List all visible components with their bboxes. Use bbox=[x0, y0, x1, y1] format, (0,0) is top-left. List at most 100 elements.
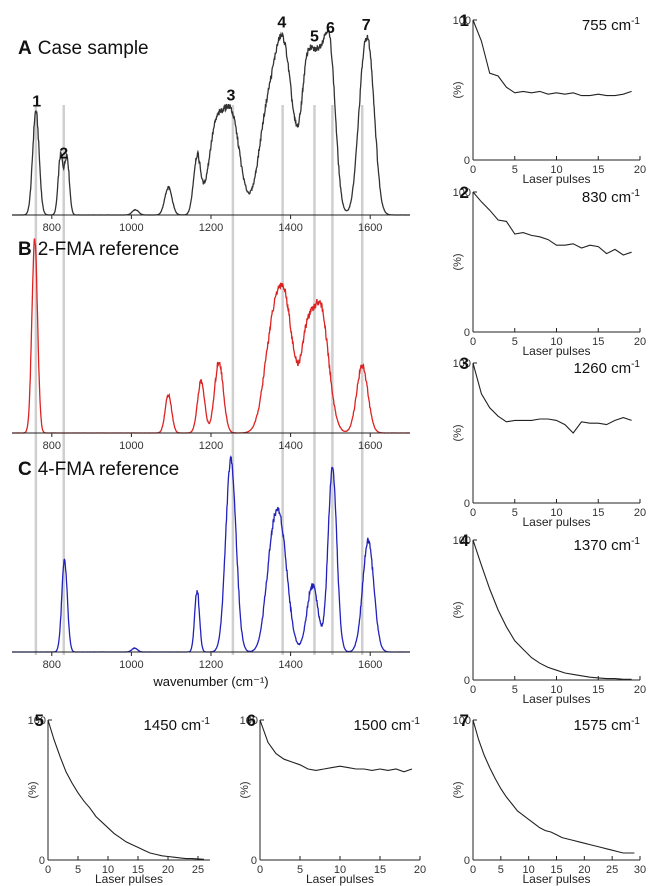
peak-label: 1 bbox=[32, 93, 41, 110]
inset-x-tick-label: 15 bbox=[592, 164, 604, 176]
inset-x-tick-label: 0 bbox=[470, 684, 476, 696]
inset-x-tick-label: 25 bbox=[606, 864, 618, 876]
spectrum-line bbox=[12, 454, 411, 653]
x-axis-label: wavenumber (cm⁻¹) bbox=[152, 674, 268, 689]
inset-x-axis-label: Laser pulses bbox=[522, 692, 590, 706]
inset-y-tick-label: 100 bbox=[453, 535, 471, 547]
inset-x-axis-label: Laser pulses bbox=[522, 515, 590, 529]
peak-label: 3 bbox=[226, 87, 235, 104]
inset-x-tick-label: 5 bbox=[512, 507, 518, 519]
inset-x-tick-label: 10 bbox=[550, 507, 562, 519]
x-tick-label: 1200 bbox=[199, 440, 223, 452]
spectrum-panel-A: A Case sample 800 1000 1200 1400 1600 1 2 3 4 5 6 7 bbox=[12, 15, 410, 234]
inset-y-tick-label: 0 bbox=[39, 855, 45, 867]
x-tick-label: 1200 bbox=[199, 222, 223, 234]
inset-x-tick-label: 20 bbox=[578, 864, 590, 876]
inset-number: 5 bbox=[35, 711, 44, 730]
inset-x-tick-label: 10 bbox=[550, 336, 562, 348]
inset-7: 100 0 (%) 0 5 10 15 20 25 30 Laser pulses 7 1575 cm-… bbox=[452, 711, 646, 886]
inset-x-tick-label: 5 bbox=[512, 336, 518, 348]
inset-x-tick-label: 10 bbox=[550, 164, 562, 176]
inset-y-tick-label: 0 bbox=[464, 675, 470, 687]
inset-number: 1 bbox=[460, 11, 469, 30]
peak-label: 7 bbox=[362, 17, 371, 34]
inset-x-tick-label: 15 bbox=[592, 507, 604, 519]
x-tick-label: 1000 bbox=[119, 659, 143, 671]
inset-x-tick-label: 10 bbox=[523, 864, 535, 876]
inset-y-tick-label: 0 bbox=[464, 855, 470, 867]
inset-x-tick-label: 5 bbox=[498, 864, 504, 876]
x-tick-label: 1000 bbox=[119, 222, 143, 234]
inset-x-axis-label: Laser pulses bbox=[95, 872, 163, 886]
inset-x-tick-label: 5 bbox=[297, 864, 303, 876]
inset-x-tick-label: 5 bbox=[512, 164, 518, 176]
inset-x-tick-label: 20 bbox=[634, 507, 646, 519]
inset-y-axis-label: (%) bbox=[27, 781, 39, 798]
spectra-panels: A Case sample 800 1000 1200 1400 1600 1 2 3 4 5 6 7 B 2… bbox=[12, 15, 411, 689]
decay-line bbox=[472, 191, 632, 256]
x-tick-label: 800 bbox=[43, 222, 61, 234]
inset-x-tick-label: 15 bbox=[592, 684, 604, 696]
decay-line bbox=[259, 719, 413, 773]
inset-y-tick-label: 100 bbox=[453, 715, 471, 727]
inset-wavenumber: 1370 cm-1 bbox=[574, 536, 641, 554]
peak-label: 4 bbox=[277, 15, 286, 32]
panel-letter: C bbox=[18, 459, 32, 480]
decay-line bbox=[472, 719, 635, 854]
inset-y-tick-label: 0 bbox=[464, 498, 470, 510]
panel-title-text: Case sample bbox=[38, 38, 149, 59]
inset-5: 100 0 (%) 0 5 10 15 20 25 Laser pulses 5 1450 cm-1 bbox=[27, 711, 210, 886]
inset-x-tick-label: 0 bbox=[470, 336, 476, 348]
inset-number: 4 bbox=[460, 531, 470, 550]
inset-x-tick-label: 20 bbox=[414, 864, 426, 876]
decay-line bbox=[472, 539, 632, 680]
inset-y-axis-label: (%) bbox=[452, 601, 464, 618]
inset-x-tick-label: 5 bbox=[75, 864, 81, 876]
inset-y-tick-label: 0 bbox=[464, 327, 470, 339]
inset-y-tick-label: 100 bbox=[453, 15, 471, 27]
inset-6: 100 0 (%) 0 5 10 15 20 Laser pulses 6 1500 cm-1 bbox=[239, 711, 426, 886]
x-tick-label: 800 bbox=[43, 659, 61, 671]
inset-2: 100 0 (%) 0 5 10 15 20 Laser pulses 2 830 cm-1 bbox=[452, 183, 646, 358]
inset-x-tick-label: 15 bbox=[592, 336, 604, 348]
spectrum-line bbox=[12, 238, 410, 434]
panel-title-text: 2-FMA reference bbox=[38, 239, 180, 260]
inset-1: 100 0 (%) 0 5 10 15 20 Laser pulses 1 755 cm-1 bbox=[452, 11, 646, 186]
inset-wavenumber: 1260 cm-1 bbox=[574, 359, 641, 377]
decay-line bbox=[472, 362, 632, 434]
reference-lines bbox=[34, 105, 364, 655]
inset-x-tick-label: 30 bbox=[634, 864, 646, 876]
x-tick-label: 1600 bbox=[358, 659, 382, 671]
inset-x-tick-label: 15 bbox=[132, 864, 144, 876]
inset-x-axis-label: Laser pulses bbox=[522, 872, 590, 886]
inset-x-tick-label: 10 bbox=[334, 864, 346, 876]
inset-x-tick-label: 0 bbox=[470, 507, 476, 519]
inset-number: 7 bbox=[460, 711, 469, 730]
x-tick-label: 1600 bbox=[358, 222, 382, 234]
inset-y-axis-label: (%) bbox=[452, 81, 464, 98]
inset-x-tick-label: 15 bbox=[550, 864, 562, 876]
inset-y-tick-label: 0 bbox=[251, 855, 257, 867]
inset-y-tick-label: 100 bbox=[28, 715, 46, 727]
inset-number: 2 bbox=[460, 183, 469, 202]
peak-label: 2 bbox=[59, 146, 68, 163]
inset-x-tick-label: 5 bbox=[512, 684, 518, 696]
inset-y-axis-label: (%) bbox=[452, 424, 464, 441]
decay-line bbox=[472, 19, 632, 97]
inset-number: 6 bbox=[247, 711, 256, 730]
inset-wavenumber: 1500 cm-1 bbox=[354, 716, 421, 734]
inset-wavenumber: 755 cm-1 bbox=[582, 16, 641, 34]
peak-label: 6 bbox=[326, 20, 335, 37]
inset-x-tick-label: 0 bbox=[45, 864, 51, 876]
inset-x-tick-label: 10 bbox=[550, 684, 562, 696]
x-tick-label: 1000 bbox=[119, 440, 143, 452]
inset-wavenumber: 830 cm-1 bbox=[582, 188, 641, 206]
panel-title: A Case sample bbox=[18, 38, 149, 59]
panel-title-text: 4-FMA reference bbox=[38, 459, 180, 480]
panel-title: B 2-FMA reference bbox=[18, 239, 179, 260]
inset-wavenumber: 1450 cm-1 bbox=[144, 716, 211, 734]
x-tick-label: 1600 bbox=[358, 440, 382, 452]
inset-x-tick-label: 25 bbox=[192, 864, 204, 876]
inset-x-tick-label: 20 bbox=[634, 164, 646, 176]
